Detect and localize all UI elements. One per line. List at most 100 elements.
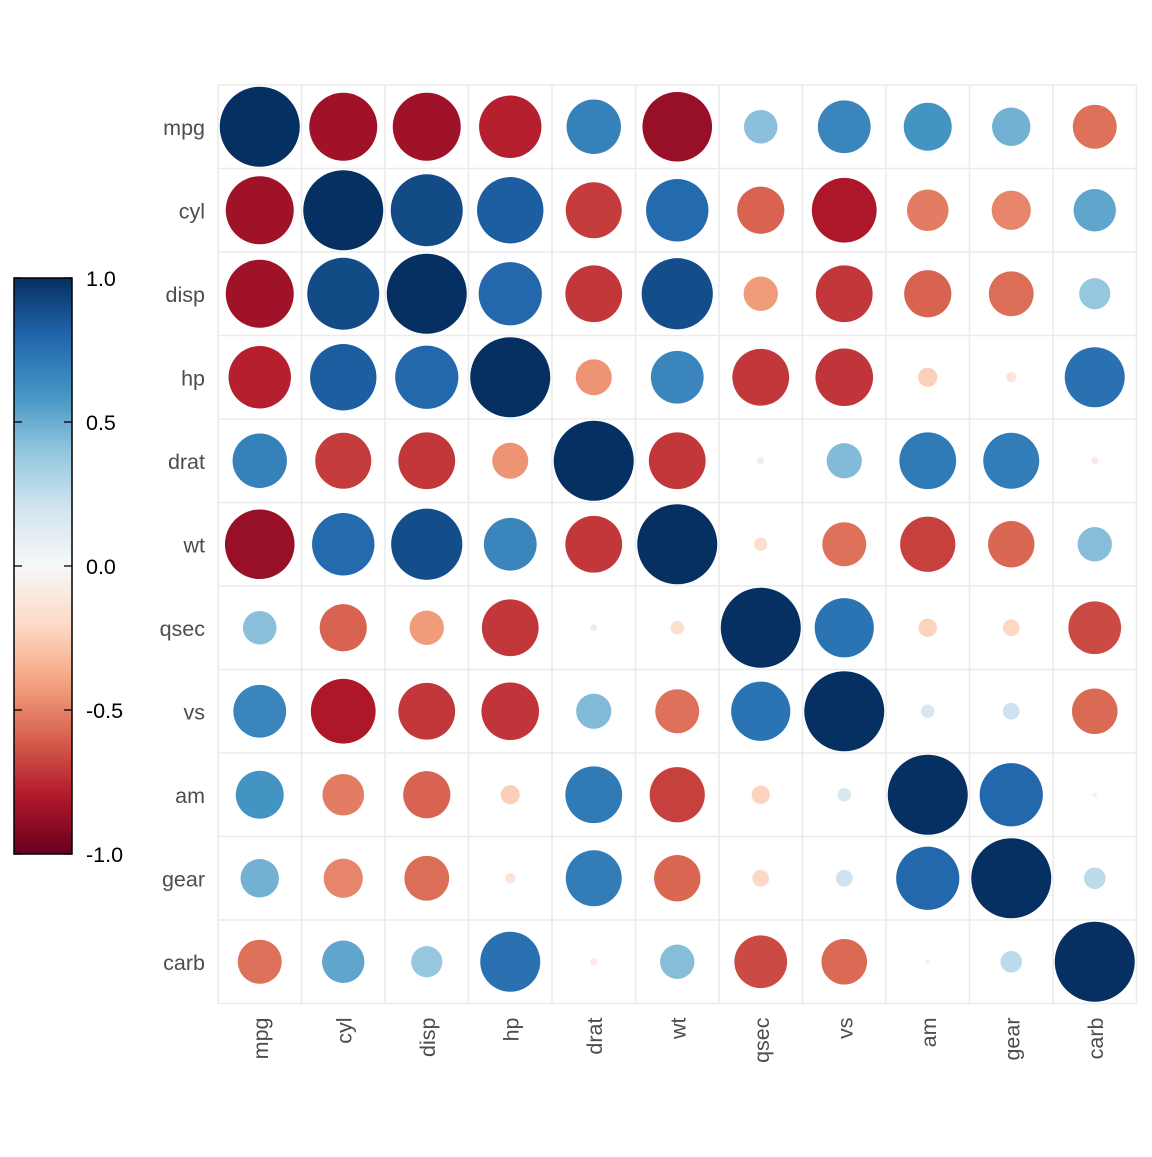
corr-circle-hp-disp: hp / disp: 0.79 [395, 345, 459, 409]
correlation-circles: mpg / mpg: 1mpg / cyl: -0.85mpg / disp: … [219, 86, 1135, 1002]
row-label-gear: gear [162, 867, 205, 891]
col-label-hp: hp [499, 1017, 523, 1041]
corr-circle-hp-wt: hp / wt: 0.66 [650, 350, 704, 404]
row-label-mpg: mpg [163, 116, 205, 140]
corr-circle-am-drat: am / drat: 0.71 [565, 766, 623, 824]
corr-circle-cyl-carb: cyl / carb: 0.53 [1073, 189, 1116, 232]
corr-circle-wt-mpg: wt / mpg: -0.87 [224, 509, 295, 580]
corr-circle-am-carb: am / carb: 0.06 [1092, 792, 1098, 798]
corr-circle-cyl-vs: cyl / vs: -0.81 [811, 177, 877, 243]
corr-circle-drat-cyl: drat / cyl: -0.7 [315, 432, 372, 489]
row-label-hp: hp [181, 366, 205, 390]
legend-tick-label: -0.5 [86, 699, 123, 723]
legend-tick-label: -1.0 [86, 843, 123, 867]
corr-circle-hp-gear: hp / gear: -0.13 [1006, 372, 1017, 383]
corr-circle-hp-cyl: hp / cyl: 0.83 [310, 344, 377, 411]
corr-circle-am-cyl: am / cyl: -0.52 [322, 773, 365, 816]
col-label-drat: drat [583, 1017, 607, 1054]
corr-circle-drat-vs: drat / vs: 0.44 [826, 443, 862, 479]
corr-circle-am-disp: am / disp: -0.59 [403, 771, 451, 819]
corr-circle-drat-wt: drat / wt: -0.71 [648, 432, 706, 490]
corr-circle-hp-am: hp / am: -0.24 [918, 367, 938, 387]
row-labels: mpg cyl disp hp drat wt qsec vs am gear carb [160, 116, 206, 975]
corr-circle-vs-disp: vs / disp: -0.71 [398, 682, 456, 740]
corr-circle-gear-cyl: gear / cyl: -0.49 [323, 858, 363, 898]
corr-circle-wt-cyl: wt / cyl: 0.78 [312, 513, 375, 576]
corr-circle-mpg-drat: mpg / drat: 0.68 [566, 99, 621, 154]
corr-circle-qsec-disp: qsec / disp: -0.43 [409, 610, 444, 645]
col-label-cyl: cyl [332, 1018, 356, 1044]
corr-circle-am-vs: am / vs: 0.17 [837, 787, 852, 802]
corr-circle-am-qsec: am / qsec: -0.23 [751, 785, 770, 804]
corr-circle-disp-disp: disp / disp: 1 [386, 253, 467, 334]
corr-circle-wt-vs: wt / vs: -0.55 [822, 522, 867, 567]
corr-circle-carb-mpg: carb / mpg: -0.55 [237, 939, 282, 984]
corr-circle-hp-drat: hp / drat: -0.45 [575, 359, 612, 396]
corr-circle-cyl-gear: cyl / gear: -0.49 [991, 190, 1031, 230]
corr-circle-drat-carb: drat / carb: -0.09 [1091, 457, 1099, 465]
corr-circle-cyl-drat: cyl / drat: -0.7 [565, 182, 622, 239]
corr-circle-carb-am: carb / am: 0.06 [925, 959, 931, 965]
corr-circle-cyl-qsec: cyl / qsec: -0.59 [737, 186, 785, 234]
corr-circle-carb-qsec: carb / qsec: -0.66 [734, 935, 788, 989]
legend-tick-label: 0.5 [86, 411, 116, 435]
corr-circle-wt-wt: wt / wt: 1 [637, 504, 718, 585]
row-label-am: am [175, 784, 205, 808]
col-label-disp: disp [416, 1017, 440, 1056]
legend-tick-label: 0.0 [86, 555, 116, 579]
corr-circle-gear-vs: gear / vs: 0.21 [835, 869, 853, 887]
corr-circle-vs-vs: vs / vs: 1 [804, 671, 885, 752]
row-label-vs: vs [184, 700, 206, 724]
corr-circle-cyl-disp: cyl / disp: 0.9 [390, 174, 463, 247]
corr-circle-vs-wt: vs / wt: -0.55 [655, 689, 700, 734]
corr-circle-gear-qsec: gear / qsec: -0.21 [752, 869, 770, 887]
corr-circle-carb-hp: carb / hp: 0.75 [480, 931, 541, 992]
corr-circle-vs-am: vs / am: 0.17 [920, 704, 935, 719]
corr-circle-cyl-mpg: cyl / mpg: -0.85 [225, 176, 294, 245]
legend-colorbar [13, 277, 73, 855]
corr-circle-mpg-carb: mpg / carb: -0.55 [1072, 104, 1117, 149]
col-label-vs: vs [833, 1018, 857, 1040]
corr-circle-mpg-qsec: mpg / qsec: 0.42 [743, 109, 778, 144]
corr-circle-hp-qsec: hp / qsec: -0.71 [732, 348, 790, 406]
corr-circle-drat-am: drat / am: 0.71 [899, 432, 957, 490]
corr-circle-gear-drat: gear / drat: 0.7 [565, 850, 622, 907]
legend-tick-label: 1.0 [86, 267, 116, 291]
corr-circle-vs-gear: vs / gear: 0.21 [1002, 702, 1020, 720]
col-label-gear: gear [1000, 1018, 1024, 1061]
corr-circle-gear-hp: gear / hp: -0.13 [505, 873, 516, 884]
corr-circle-qsec-gear: qsec / gear: -0.21 [1002, 619, 1020, 637]
corr-circle-carb-wt: carb / wt: 0.43 [660, 944, 695, 979]
corr-circle-qsec-carb: qsec / carb: -0.66 [1068, 601, 1122, 655]
corr-circle-gear-wt: gear / wt: -0.58 [654, 855, 701, 902]
corr-circle-vs-carb: vs / carb: -0.57 [1071, 688, 1118, 735]
row-label-disp: disp [166, 283, 205, 307]
corr-circle-am-hp: am / hp: -0.24 [500, 785, 520, 805]
corr-circle-vs-hp: vs / hp: -0.72 [481, 682, 540, 741]
corr-circle-disp-am: disp / am: -0.59 [904, 270, 952, 318]
corr-circle-hp-hp: hp / hp: 1 [470, 337, 551, 418]
col-label-am: am [917, 1018, 941, 1048]
corr-circle-wt-hp: wt / hp: 0.66 [483, 517, 537, 571]
corr-circle-gear-disp: gear / disp: -0.56 [404, 855, 450, 901]
corr-circle-cyl-wt: cyl / wt: 0.78 [646, 179, 709, 242]
corr-circle-mpg-am: mpg / am: 0.6 [903, 102, 952, 151]
corr-circle-am-wt: am / wt: -0.69 [649, 767, 705, 823]
row-label-wt: wt [183, 533, 206, 557]
corr-circle-wt-am: wt / am: -0.69 [900, 516, 956, 572]
col-label-mpg: mpg [249, 1018, 273, 1060]
corr-circle-wt-gear: wt / gear: -0.58 [988, 521, 1035, 568]
corr-circle-carb-disp: carb / disp: 0.39 [411, 946, 443, 978]
corr-circle-hp-carb: hp / carb: 0.75 [1064, 347, 1125, 408]
color-legend: 1.0 0.5 0.0 -0.5 -1.0 [13, 267, 123, 867]
corr-circle-carb-carb: carb / carb: 1 [1054, 921, 1135, 1002]
corr-circle-drat-qsec: drat / qsec: 0.09 [757, 457, 765, 465]
corr-circle-mpg-hp: mpg / hp: -0.78 [479, 95, 542, 158]
corr-circle-mpg-gear: mpg / gear: 0.48 [992, 107, 1031, 146]
corr-circle-qsec-wt: qsec / wt: -0.17 [670, 620, 685, 635]
row-label-carb: carb [163, 951, 205, 975]
corr-circle-disp-carb: disp / carb: 0.39 [1079, 278, 1111, 310]
corr-circle-disp-hp: disp / hp: 0.79 [478, 262, 542, 326]
corr-circle-cyl-cyl: cyl / cyl: 1 [303, 170, 384, 251]
